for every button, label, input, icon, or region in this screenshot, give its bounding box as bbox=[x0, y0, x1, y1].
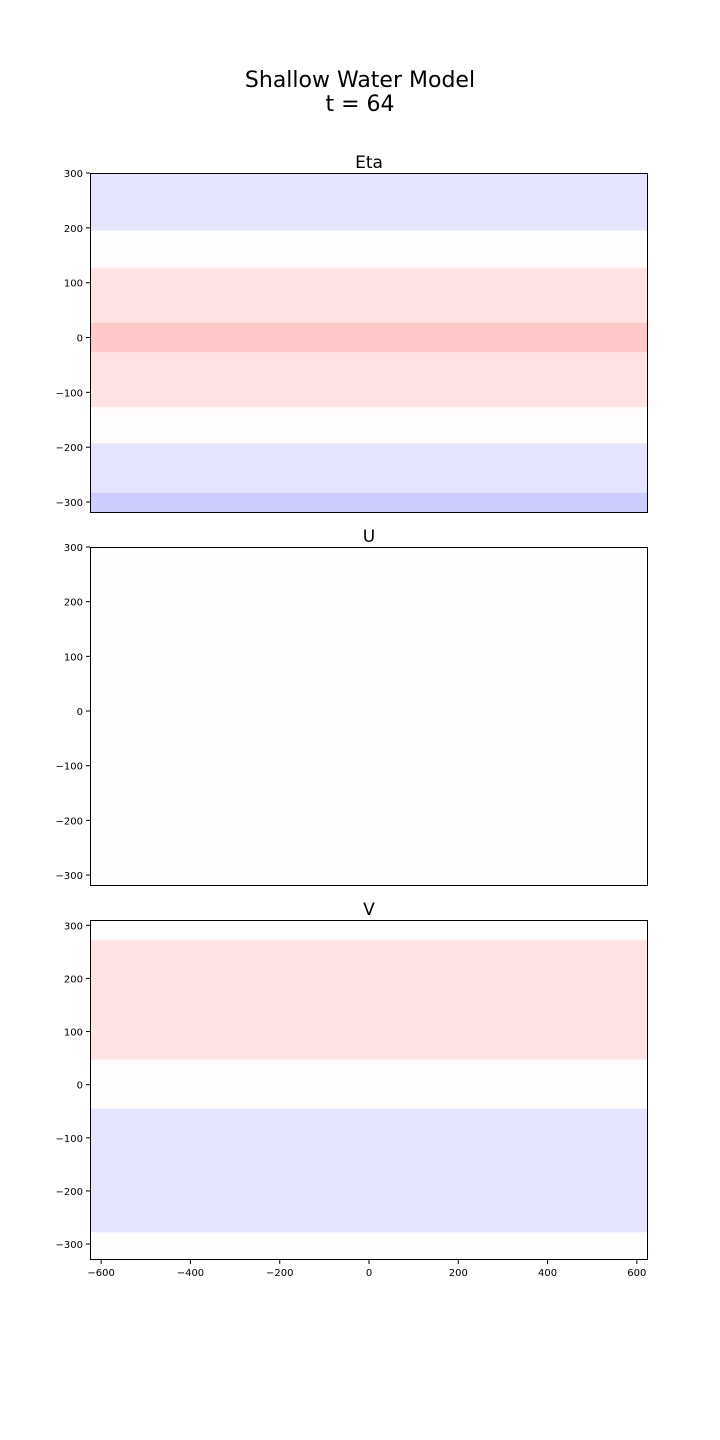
field-band bbox=[90, 443, 648, 493]
field-band bbox=[90, 407, 648, 444]
y-tick-label: 100 bbox=[64, 652, 83, 663]
y-tick-label: −100 bbox=[56, 1134, 83, 1145]
y-tick-label: −300 bbox=[56, 498, 83, 509]
panel-u: U 300 200 100 0 −100 −200 −300 bbox=[56, 527, 648, 886]
y-tick-label: 100 bbox=[64, 1028, 83, 1039]
y-tick-label: −100 bbox=[56, 762, 83, 773]
x-tick-label: −200 bbox=[266, 1268, 293, 1279]
panel-eta: Eta 300 200 100 0 −100 −200 −300 bbox=[56, 153, 648, 513]
y-tick-label: −200 bbox=[56, 443, 83, 454]
y-tick-label: −300 bbox=[56, 1240, 83, 1251]
y-tick-label: −200 bbox=[56, 816, 83, 827]
y-tick-label: 100 bbox=[64, 279, 83, 290]
y-tick-label: −300 bbox=[56, 871, 83, 882]
figure-title: Shallow Water Model bbox=[244, 68, 476, 93]
axes-frame bbox=[90, 173, 648, 513]
x-tick-label: −400 bbox=[177, 1268, 204, 1279]
y-tick-label: −200 bbox=[56, 1187, 83, 1198]
panel-title: Eta bbox=[355, 153, 383, 173]
field-band bbox=[90, 1108, 648, 1233]
panel-v: V 300 200 100 0 −100 −200 −300 −600 −400 −200 0 200 4… bbox=[56, 900, 648, 1279]
axes-frame bbox=[90, 920, 648, 1260]
x-tick-label: 200 bbox=[449, 1268, 468, 1279]
field-band bbox=[90, 1059, 648, 1109]
y-tick-label: 200 bbox=[64, 974, 83, 985]
field-band bbox=[90, 920, 648, 941]
x-tick-label: 0 bbox=[366, 1268, 372, 1279]
field-band bbox=[90, 1232, 648, 1260]
field-band bbox=[90, 322, 648, 353]
y-tick-label: 0 bbox=[77, 707, 83, 718]
y-tick-label: 0 bbox=[77, 334, 83, 345]
y-tick-label: 200 bbox=[64, 598, 83, 609]
x-tick-label: −600 bbox=[87, 1268, 114, 1279]
field-band bbox=[90, 940, 648, 1060]
y-tick-label: −100 bbox=[56, 388, 83, 399]
field-band bbox=[90, 352, 648, 408]
y-tick-label: 300 bbox=[64, 921, 83, 932]
y-tick-label: 300 bbox=[64, 543, 83, 554]
field-band bbox=[90, 173, 648, 231]
figure-subtitle-time: t = 64 bbox=[325, 92, 395, 117]
x-tick-label: 600 bbox=[627, 1268, 646, 1279]
field-band bbox=[90, 230, 648, 268]
field-band bbox=[90, 492, 648, 513]
field-band bbox=[90, 267, 648, 323]
y-tick-label: 0 bbox=[77, 1081, 83, 1092]
y-tick-label: 300 bbox=[64, 169, 83, 180]
y-tick-label: 200 bbox=[64, 224, 83, 235]
panel-title: V bbox=[363, 900, 375, 920]
x-tick-label: 400 bbox=[538, 1268, 557, 1279]
axes-frame bbox=[90, 547, 648, 886]
field-band bbox=[90, 547, 648, 886]
panel-title: U bbox=[363, 527, 375, 547]
